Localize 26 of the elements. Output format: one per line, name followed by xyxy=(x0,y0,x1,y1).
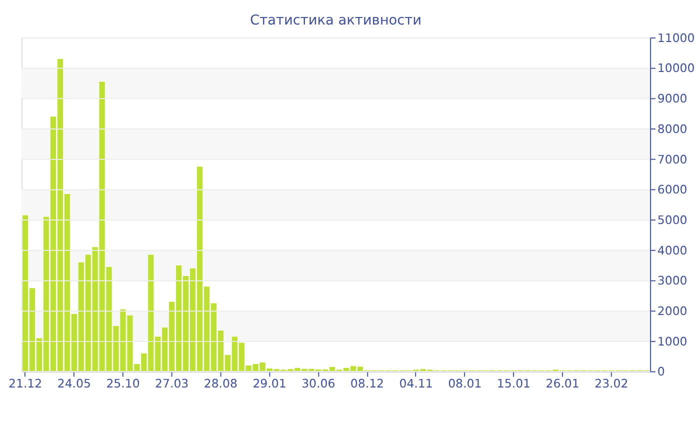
x-tick-label: 24.05 xyxy=(57,376,91,390)
y-tick-label: 2000 xyxy=(657,304,688,318)
x-tick-label: 15.01 xyxy=(496,376,531,390)
y-tick-label: 0 xyxy=(657,364,665,379)
y-tick-label: 4000 xyxy=(657,243,688,258)
x-tick-label: 08.12 xyxy=(350,376,384,390)
y-tick-label: 8000 xyxy=(657,122,688,136)
x-tick-label: 30.06 xyxy=(302,376,336,390)
y-tick-label: 3000 xyxy=(657,274,688,288)
y-tick-label: 11000 xyxy=(657,30,695,45)
y-tick-label: 1000 xyxy=(657,334,688,348)
x-tick-label: 23.02 xyxy=(594,376,628,390)
x-tick-label: 29.01 xyxy=(252,376,286,390)
y-tick-label: 6000 xyxy=(657,182,688,197)
y-tick-label: 7000 xyxy=(657,152,688,166)
x-tick-label: 26.01 xyxy=(546,376,580,390)
y-tick-label: 10000 xyxy=(657,61,695,76)
x-tick-label: 04.11 xyxy=(399,376,433,390)
x-tick-label: 25.10 xyxy=(106,376,140,390)
x-tick-label: 21.12 xyxy=(8,376,42,390)
x-tick-label: 28.08 xyxy=(204,376,238,390)
chart-title: Статистика активности xyxy=(250,12,422,29)
y-tick-label: 9000 xyxy=(657,92,688,106)
x-tick-label: 08.01 xyxy=(448,376,482,390)
x-tick-label: 27.03 xyxy=(155,376,189,390)
y-tick-label: 5000 xyxy=(657,212,688,227)
